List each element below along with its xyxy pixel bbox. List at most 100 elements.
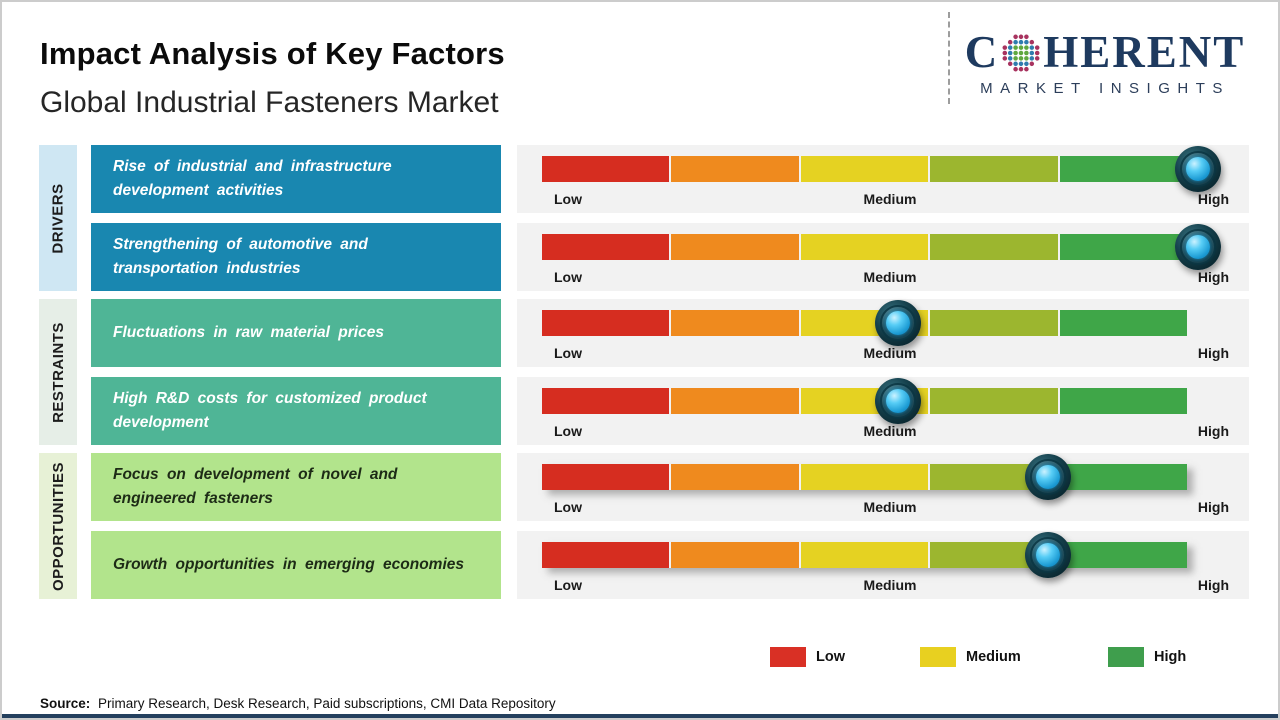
source-text: Primary Research, Desk Research, Paid su…: [94, 696, 556, 711]
scale-label-low: Low: [554, 499, 582, 515]
scale-label-low: Low: [554, 577, 582, 593]
source-note: Source: Primary Research, Desk Research,…: [40, 696, 556, 711]
scale-segment: [542, 310, 670, 336]
scale-label-low: Low: [554, 423, 582, 439]
factor-row: High R&D costs for customized product de…: [91, 377, 1249, 445]
scale-segment: [930, 156, 1058, 182]
factor-row: Fluctuations in raw material prices Low …: [91, 299, 1249, 367]
scale-segment: [1059, 234, 1188, 260]
factor-text-box: Rise of industrial and infrastructure de…: [91, 145, 501, 213]
page-title: Impact Analysis of Key Factors: [40, 36, 505, 71]
scale-segment: [671, 310, 799, 336]
impact-marker: [1174, 224, 1221, 270]
group-restraints: RESTRAINTS Fluctuations in raw material …: [39, 299, 1249, 445]
scale-label-high: High: [1197, 345, 1229, 361]
page-subtitle: Global Industrial Fasteners Market: [40, 86, 499, 119]
brand-tagline: MARKET INSIGHTS: [980, 80, 1230, 97]
legend-label-medium: Medium: [966, 649, 1021, 665]
impact-scale-panel: Low Medium High: [517, 145, 1249, 213]
group-label: DRIVERS: [49, 182, 67, 254]
impact-scale-panel: Low Medium High: [517, 223, 1249, 291]
scale-label-medium: Medium: [863, 191, 917, 207]
scale-label-low: Low: [554, 345, 582, 361]
scale-segment: [800, 234, 929, 260]
scale-label-medium: Medium: [863, 577, 917, 593]
scale-segment: [542, 388, 670, 414]
impact-scale-bar: [542, 464, 1188, 490]
scale-segment: [542, 464, 670, 490]
scale-label-medium: Medium: [863, 345, 917, 361]
legend-item-low: Low: [770, 647, 845, 667]
impact-scale-bar: [542, 542, 1188, 568]
scale-segment: [671, 388, 799, 414]
brand-letters-rest: HERENT: [1043, 27, 1246, 77]
scale-label-medium: Medium: [863, 269, 917, 285]
bottom-accent-bar: [2, 714, 1278, 718]
factor-row: Growth opportunities in emerging economi…: [91, 531, 1249, 599]
impact-scale-panel: Low Medium High: [517, 299, 1249, 367]
scale-label-high: High: [1197, 499, 1229, 515]
scale-segment: [1059, 464, 1188, 490]
legend-item-medium: Medium: [920, 647, 1021, 667]
legend-swatch-low: [770, 647, 806, 667]
impact-marker: [874, 300, 921, 346]
scale-segment: [930, 310, 1058, 336]
scale-label-low: Low: [554, 191, 582, 207]
factor-text-box: Strengthening of automotive and transpor…: [91, 223, 501, 291]
impact-scale-panel: Low Medium High: [517, 531, 1249, 599]
scale-segment: [671, 464, 799, 490]
impact-analysis-grid: DRIVERS Rise of industrial and infrastru…: [39, 145, 1249, 607]
scale-label-low: Low: [554, 269, 582, 285]
legend-swatch-high: [1108, 647, 1144, 667]
scale-segment: [1059, 310, 1188, 336]
scale-label-high: High: [1197, 269, 1229, 285]
scale-segment: [542, 234, 670, 260]
legend-swatch-medium: [920, 647, 956, 667]
scale-segment: [800, 156, 929, 182]
group-label: RESTRAINTS: [49, 321, 67, 423]
brand-wordmark: C HERENT: [950, 30, 1260, 75]
scale-label-high: High: [1197, 577, 1229, 593]
scale-segment: [1059, 388, 1188, 414]
dotted-globe-icon: [1002, 34, 1040, 71]
factor-row: Rise of industrial and infrastructure de…: [91, 145, 1249, 213]
impact-scale-bar: [542, 310, 1188, 336]
group-label-strip: OPPORTUNITIES: [39, 453, 77, 599]
legend-label-low: Low: [816, 649, 845, 665]
impact-scale-bar: [542, 156, 1188, 182]
impact-marker: [1024, 532, 1071, 578]
group-label-strip: DRIVERS: [39, 145, 77, 291]
scale-label-high: High: [1197, 191, 1229, 207]
scale-segment: [1059, 156, 1188, 182]
factor-text-box: Growth opportunities in emerging economi…: [91, 531, 501, 599]
legend-label-high: High: [1154, 649, 1187, 665]
impact-scale-panel: Low Medium High: [517, 377, 1249, 445]
factor-text-box: High R&D costs for customized product de…: [91, 377, 501, 445]
scale-segment: [930, 388, 1058, 414]
scale-segment: [930, 234, 1058, 260]
scale-segment: [542, 156, 670, 182]
factor-row: Strengthening of automotive and transpor…: [91, 223, 1249, 291]
scale-label-high: High: [1197, 423, 1229, 439]
group-label: OPPORTUNITIES: [49, 461, 67, 591]
scale-segment: [800, 464, 929, 490]
brand-logo: C HERENT MARKET INSIGHTS: [950, 30, 1260, 98]
header-dashed-divider: [948, 12, 950, 104]
impact-marker: [874, 378, 921, 424]
impact-scale-bar: [542, 234, 1188, 260]
impact-marker: [1174, 146, 1221, 192]
scale-label-medium: Medium: [863, 423, 917, 439]
scale-segment: [671, 156, 799, 182]
impact-scale-bar: [542, 388, 1188, 414]
factor-row: Focus on development of novel and engine…: [91, 453, 1249, 521]
scale-segment: [1059, 542, 1188, 568]
scale-label-medium: Medium: [863, 499, 917, 515]
legend-item-high: High: [1108, 647, 1186, 667]
scale-segment: [671, 234, 799, 260]
scale-segment: [800, 542, 929, 568]
scale-segment: [671, 542, 799, 568]
impact-scale-panel: Low Medium High: [517, 453, 1249, 521]
brand-letter-c: C: [964, 27, 1000, 77]
factor-text-box: Focus on development of novel and engine…: [91, 453, 501, 521]
